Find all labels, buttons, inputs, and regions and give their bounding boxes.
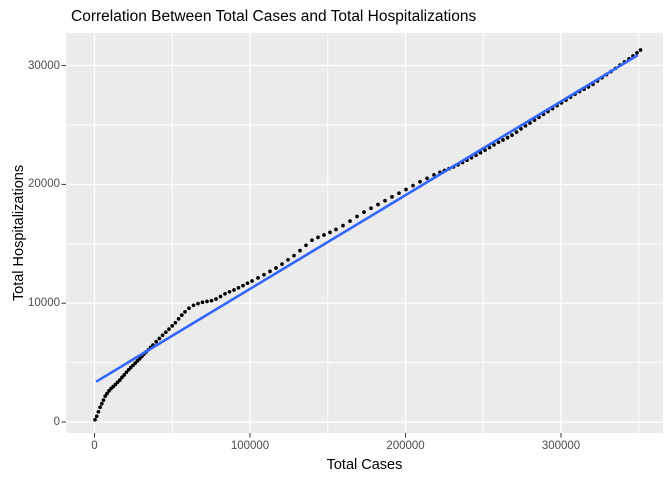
data-point — [167, 327, 171, 331]
data-point — [501, 138, 505, 142]
data-point — [183, 309, 187, 314]
data-point — [383, 198, 387, 203]
data-point — [157, 336, 162, 341]
data-point — [126, 367, 131, 372]
data-point — [298, 248, 302, 253]
x-tick-label: 0 — [91, 440, 98, 452]
data-point — [328, 230, 332, 235]
data-point — [137, 357, 142, 361]
data-point — [120, 375, 124, 380]
data-point — [173, 320, 178, 325]
data-point — [196, 301, 200, 306]
y-tick-label: 10000 — [28, 297, 60, 310]
data-point — [369, 206, 373, 211]
data-point — [200, 300, 205, 305]
data-point — [496, 140, 501, 145]
data-point — [93, 417, 97, 422]
data-point — [310, 238, 314, 243]
data-point — [241, 283, 245, 288]
data-point — [218, 294, 223, 299]
data-point — [205, 299, 209, 304]
data-point — [117, 378, 122, 382]
x-tick-label: 200000 — [386, 440, 425, 452]
chart-title: Correlation Between Total Cases and Tota… — [71, 8, 477, 25]
data-point — [122, 373, 127, 377]
data-point — [322, 233, 326, 237]
data-point — [341, 223, 345, 228]
data-point — [635, 51, 639, 55]
data-point — [187, 306, 191, 311]
data-point — [638, 48, 643, 52]
data-point — [348, 219, 352, 223]
data-point — [232, 288, 236, 292]
data-point — [262, 272, 266, 277]
trend-line — [95, 53, 639, 383]
data-point — [98, 405, 102, 410]
data-point — [425, 176, 429, 181]
data-point — [432, 173, 436, 177]
data-point — [160, 333, 165, 338]
data-point — [304, 243, 308, 248]
data-point — [268, 269, 272, 274]
data-point — [292, 253, 296, 258]
data-point — [170, 324, 175, 328]
y-tick-label: 20000 — [28, 178, 60, 191]
data-point — [519, 127, 523, 131]
data-point — [280, 262, 284, 266]
data-point — [176, 317, 181, 321]
data-point — [245, 281, 250, 286]
data-point — [390, 195, 394, 199]
data-point — [411, 183, 415, 188]
data-point — [227, 289, 232, 294]
x-axis-title: Total Cases — [326, 457, 403, 473]
data-point — [191, 303, 196, 308]
data-point — [154, 339, 159, 344]
data-point — [96, 409, 101, 414]
data-point — [256, 276, 260, 280]
data-point — [250, 279, 254, 283]
data-point — [94, 414, 99, 419]
data-point — [362, 210, 366, 214]
data-point — [514, 130, 519, 134]
x-tick-label: 300000 — [541, 440, 581, 452]
data-point — [105, 391, 109, 396]
data-point — [223, 291, 227, 296]
data-point — [418, 179, 422, 184]
data-point — [334, 227, 338, 232]
data-point — [404, 187, 408, 192]
data-point — [163, 330, 168, 335]
data-point — [179, 313, 184, 317]
data-point — [355, 214, 359, 219]
data-point — [209, 298, 214, 303]
data-point — [236, 285, 241, 290]
data-point — [101, 398, 106, 402]
data-point — [286, 257, 290, 262]
data-point — [99, 401, 104, 406]
data-point — [274, 266, 278, 270]
x-tick-label: 100000 — [230, 440, 270, 452]
data-point — [397, 191, 401, 196]
data-point — [505, 135, 510, 140]
y-tick-label: 0 — [53, 416, 60, 428]
data-point — [124, 370, 129, 375]
data-point — [376, 202, 380, 207]
data-point — [510, 133, 514, 137]
data-point — [214, 297, 218, 301]
data-point — [316, 235, 320, 240]
y-tick-label: 30000 — [28, 59, 60, 72]
